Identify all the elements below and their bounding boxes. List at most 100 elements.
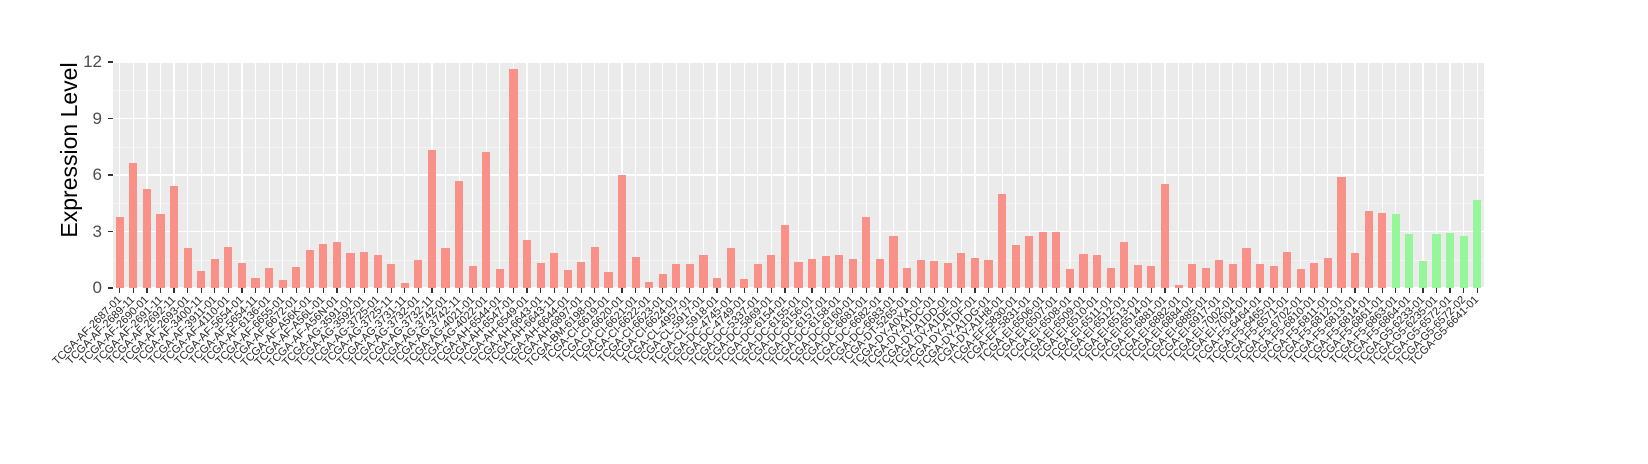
bar[interactable] [1459, 236, 1468, 288]
bar[interactable] [848, 258, 857, 288]
bar[interactable] [482, 152, 491, 288]
bar[interactable] [631, 256, 640, 288]
bar[interactable] [441, 247, 450, 288]
bar[interactable] [889, 236, 898, 288]
bar[interactable] [1147, 266, 1156, 288]
bar[interactable] [427, 149, 437, 288]
bar[interactable] [495, 269, 504, 288]
bar[interactable] [387, 264, 396, 288]
bar[interactable] [916, 259, 925, 288]
bar[interactable] [1364, 210, 1373, 288]
bar[interactable] [1038, 231, 1047, 288]
bar[interactable] [224, 246, 233, 288]
bar[interactable] [1065, 269, 1075, 288]
bar[interactable] [1106, 268, 1115, 288]
bar[interactable] [984, 259, 993, 288]
bar[interactable] [1255, 263, 1265, 288]
bar[interactable] [468, 266, 477, 288]
bar[interactable] [998, 193, 1007, 288]
bar[interactable] [400, 283, 409, 288]
bar[interactable] [170, 186, 179, 288]
bar[interactable] [1133, 265, 1142, 288]
bar[interactable] [373, 255, 382, 288]
bar[interactable] [1296, 269, 1305, 288]
bar[interactable] [455, 180, 464, 288]
bar[interactable] [1269, 266, 1278, 288]
bar[interactable] [672, 264, 681, 288]
bar[interactable] [563, 270, 572, 288]
bar[interactable] [1391, 213, 1400, 288]
bar[interactable] [1350, 253, 1360, 288]
bar[interactable] [292, 267, 301, 288]
bar[interactable] [1323, 257, 1332, 288]
bar[interactable] [1120, 241, 1129, 288]
bar[interactable] [1093, 255, 1102, 288]
bar[interactable] [794, 261, 803, 288]
bar[interactable] [251, 277, 260, 288]
bar[interactable] [821, 255, 830, 288]
bar[interactable] [1283, 252, 1292, 288]
bar[interactable] [305, 250, 314, 288]
bar[interactable] [332, 241, 342, 288]
bar[interactable] [1378, 212, 1387, 288]
bar[interactable] [115, 217, 124, 288]
bar[interactable] [1310, 262, 1319, 288]
bar[interactable] [522, 239, 532, 288]
bar[interactable] [346, 253, 355, 288]
bar[interactable] [862, 217, 871, 288]
bar[interactable] [550, 253, 559, 288]
bar[interactable] [685, 263, 694, 288]
bar[interactable] [1174, 285, 1183, 288]
bar[interactable] [1473, 200, 1482, 288]
bar[interactable] [699, 255, 708, 288]
bar[interactable] [1188, 263, 1197, 288]
bar[interactable] [1405, 234, 1414, 288]
bar[interactable] [210, 258, 219, 288]
bar[interactable] [265, 268, 274, 288]
bar[interactable] [1432, 234, 1441, 288]
bar[interactable] [319, 243, 328, 288]
bar[interactable] [957, 253, 966, 288]
bar[interactable] [970, 257, 980, 288]
bar[interactable] [1445, 233, 1455, 288]
bar[interactable] [360, 252, 369, 288]
bar[interactable] [645, 282, 654, 288]
bar[interactable] [1215, 259, 1224, 288]
bar[interactable] [129, 162, 138, 288]
bar[interactable] [808, 258, 817, 288]
bar[interactable] [237, 262, 247, 288]
bar[interactable] [930, 260, 939, 288]
bar[interactable] [536, 262, 545, 288]
bar[interactable] [753, 263, 762, 288]
bar[interactable] [1011, 244, 1020, 288]
bar[interactable] [278, 280, 287, 288]
bar[interactable] [142, 189, 151, 288]
bar[interactable] [414, 259, 423, 288]
bar[interactable] [577, 261, 586, 288]
bar[interactable] [1228, 263, 1237, 288]
bar[interactable] [604, 272, 613, 288]
bar[interactable] [1052, 232, 1061, 288]
bar[interactable] [156, 213, 165, 288]
bar[interactable] [740, 278, 749, 288]
bar[interactable] [658, 273, 667, 288]
bar[interactable] [183, 248, 192, 288]
bar[interactable] [943, 262, 952, 288]
bar[interactable] [1418, 260, 1427, 288]
bar[interactable] [712, 277, 722, 288]
bar[interactable] [617, 175, 627, 288]
bar[interactable] [509, 68, 518, 288]
bar[interactable] [1201, 268, 1210, 288]
bar[interactable] [1079, 254, 1088, 288]
bar[interactable] [1160, 184, 1170, 288]
bar[interactable] [197, 271, 206, 288]
bar[interactable] [780, 224, 789, 288]
bar[interactable] [1337, 176, 1346, 288]
bar[interactable] [1242, 247, 1251, 288]
bar[interactable] [835, 255, 844, 288]
bar[interactable] [767, 255, 776, 288]
bar[interactable] [875, 258, 884, 288]
bar[interactable] [590, 246, 599, 288]
bar[interactable] [726, 248, 735, 288]
bar[interactable] [1025, 236, 1034, 288]
